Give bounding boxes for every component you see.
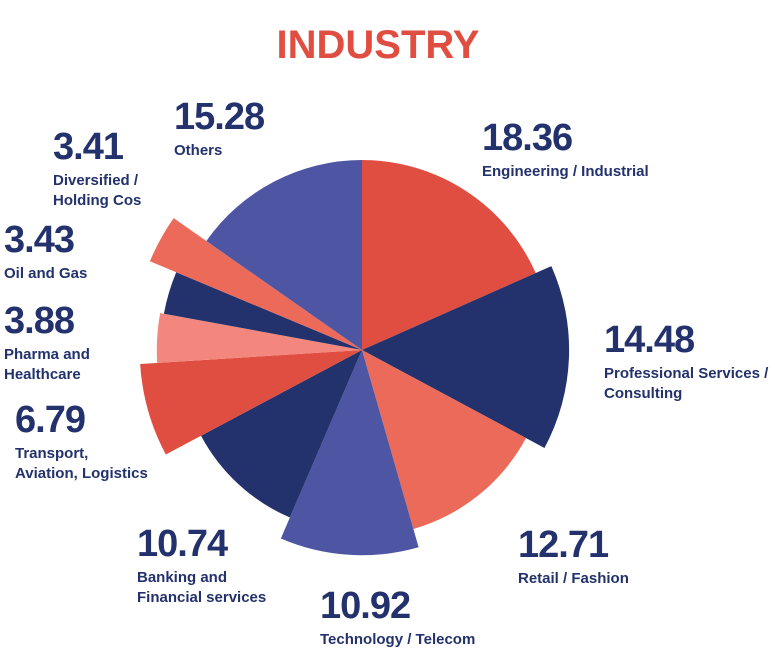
slice-category-label: Transport, (15, 445, 88, 462)
slice-category-label: Holding Cos (53, 192, 141, 209)
pie-slice-6 (140, 350, 362, 455)
slice-value-label: 14.48 (604, 319, 694, 361)
pie-slices (140, 160, 570, 556)
pie-slice-1 (362, 160, 536, 350)
pie-slice-8 (163, 272, 362, 350)
slice-category-label: Technology / Telecom (320, 631, 475, 648)
pie-slice-3 (362, 350, 527, 529)
slice-category-label: Consulting (604, 385, 682, 402)
slice-value-label: 3.41 (53, 126, 124, 168)
pie-slice-9 (149, 218, 362, 350)
slice-value-label: 3.88 (4, 300, 74, 342)
pie-slice-10 (206, 160, 362, 350)
pie-slice-2 (362, 266, 570, 448)
chart-title: INDUSTRY (277, 23, 480, 67)
slice-value-label: 15.28 (174, 96, 264, 138)
slice-value-label: 10.74 (137, 523, 228, 565)
slice-category-label: Banking and (137, 569, 227, 586)
slice-value-label: 3.43 (4, 219, 74, 261)
slice-category-label: Oil and Gas (4, 265, 87, 282)
slice-value-label: 12.71 (518, 524, 609, 566)
slice-category-label: Engineering / Industrial (482, 163, 649, 180)
slice-category-label: Retail / Fashion (518, 570, 629, 587)
slice-value-label: 10.92 (320, 585, 410, 627)
pie-labels: 18.36 Engineering / Industrial 14.48 Profes… (4, 96, 769, 648)
slice-value-label: 18.36 (482, 117, 572, 159)
slice-category-label: Professional Services / (604, 365, 769, 382)
slice-category-label: Healthcare (4, 366, 81, 383)
slice-value-label: 6.79 (15, 399, 85, 441)
slice-category-label: Pharma and (4, 346, 90, 363)
pie-slice-5 (201, 350, 362, 518)
slice-category-label: Diversified / (53, 172, 139, 189)
slice-category-label: Financial services (137, 589, 266, 606)
pie-slice-7 (156, 313, 362, 363)
pie-slice-4 (280, 350, 419, 556)
slice-category-label: Others (174, 142, 222, 159)
slice-category-label: Aviation, Logistics (15, 465, 148, 482)
